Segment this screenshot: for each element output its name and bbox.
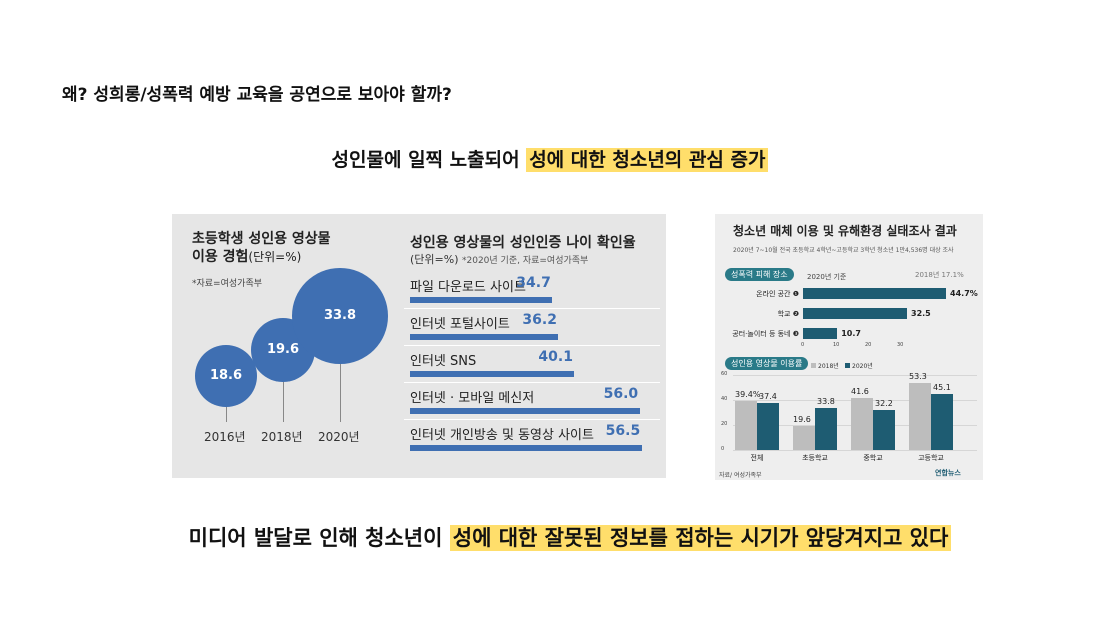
vaxis-tick: 60	[721, 371, 728, 377]
bar	[410, 408, 640, 414]
category-label: 초등학교	[802, 454, 828, 462]
row-divider	[404, 419, 660, 420]
bar-category-label: 파일 다운로드 사이트	[410, 280, 526, 295]
value-2018: 53.3	[909, 372, 927, 382]
row-divider	[404, 345, 660, 346]
legend-2018-label: 2018년	[818, 363, 839, 370]
bubble-year-label: 2016년	[204, 430, 246, 444]
caption-bottom-text: 미디어 발달로 인해 청소년이	[188, 526, 450, 550]
value-2020: 45.1	[933, 382, 951, 392]
category-label: 중학교	[863, 454, 883, 462]
bubble-chart-title: 초등학생 성인용 영상물	[192, 231, 331, 247]
gridline	[733, 450, 977, 451]
caption-top-highlight: 성에 대한 청소년의 관심 증가	[526, 148, 769, 172]
bubble-unit: (단위=%)	[248, 250, 302, 264]
legend-2020-label: 2020년	[852, 363, 873, 370]
bar-category-label: 인터넷 포털사이트	[410, 317, 510, 332]
bar-2020	[873, 409, 895, 450]
survey-title: 청소년 매체 이용 및 유해환경 실태조사 결과	[733, 224, 957, 238]
place-value: 44.7%	[950, 289, 978, 298]
bar-value-label: 36.2	[522, 312, 557, 328]
bar-unit: (단위=%)	[410, 253, 459, 266]
place-value: 10.7	[841, 329, 861, 338]
vaxis-tick: 40	[721, 396, 728, 402]
bar-chart-title: 성인용 영상물의 성인인증 나이 확인율	[410, 235, 636, 251]
bar-value-label: 40.1	[538, 349, 573, 365]
bar	[410, 371, 575, 377]
place-label: 학교 ❷	[777, 310, 799, 318]
place-bar	[803, 328, 838, 339]
value-2020: 37.4	[759, 392, 777, 402]
value-2018: 39.4%	[735, 389, 761, 399]
vaxis-tick: 20	[721, 421, 728, 427]
place-value: 32.5	[911, 309, 931, 318]
gridline	[733, 375, 977, 376]
bar-2020	[931, 393, 953, 450]
place-label: 온라인 공간 ❶	[756, 290, 799, 298]
place-bar	[803, 308, 907, 319]
section-basis: 2020년 기준	[807, 273, 847, 281]
survey-source: 자료/ 여성가족부	[719, 472, 762, 479]
haxis-tick: 0	[801, 342, 805, 348]
caption-bottom-highlight: 성에 대한 잘못된 정보를 접하는 시기가 앞당겨지고 있다	[449, 525, 952, 551]
bar-category-label: 인터넷 개인방송 및 동영상 사이트	[410, 428, 594, 443]
bar-note: *2020년 기준, 자료=여성가족부	[462, 256, 589, 266]
bubble-2020년: 33.8	[292, 268, 388, 364]
bar-2018	[851, 398, 873, 450]
bubble-2016년: 18.6	[195, 345, 257, 407]
category-label: 전체	[750, 454, 764, 462]
row-divider	[404, 382, 660, 383]
bar-value-label: 56.5	[605, 423, 641, 439]
bar-chart-subtitle: (단위=%) *2020년 기준, 자료=여성가족부	[410, 251, 588, 267]
haxis-tick: 30	[897, 342, 904, 348]
place-label: 공터·놀이터 등 동네 ❸	[732, 330, 799, 338]
bubble-stem	[340, 316, 341, 422]
bar-2018	[735, 400, 757, 450]
bar-2018	[909, 383, 931, 450]
caption-top: 성인물에 일찍 노출되어 성에 대한 청소년의 관심 증가	[0, 145, 1100, 172]
bubble-source: *자료=여성가족부	[192, 279, 263, 289]
value-2018: 19.6	[793, 414, 811, 424]
value-2018: 41.6	[851, 387, 869, 396]
bar	[410, 297, 553, 303]
value-2020: 33.8	[817, 396, 835, 406]
caption-top-text: 성인물에 일찍 노출되어	[331, 149, 527, 171]
vaxis-tick: 0	[721, 446, 725, 452]
legend-2020: 2020년	[845, 361, 873, 370]
bar	[410, 334, 559, 340]
bar-2020	[757, 403, 779, 450]
bar-2020	[815, 407, 837, 450]
caption-bottom: 미디어 발달로 인해 청소년이 성에 대한 잘못된 정보를 접하는 시기가 앞당…	[0, 522, 1100, 552]
bar-2018	[793, 425, 815, 450]
category-label: 고등학교	[918, 454, 944, 462]
infographic-elementary-adult-content: 초등학생 성인용 영상물 이용 경험(단위=%) *자료=여성가족부 18.6 2…	[172, 214, 666, 478]
bar	[410, 445, 642, 451]
bar-category-label: 인터넷 SNS	[410, 354, 477, 369]
yonhap-logo: 연합뉴스	[935, 469, 961, 477]
section-reference: 2018년 17.1%	[915, 271, 964, 279]
survey-subtitle: 2020년 7~10월 전국 초등학교 4학년~고등학교 3학년 청소년 1만4…	[733, 247, 954, 254]
haxis-tick: 20	[865, 342, 872, 348]
place-bar	[803, 288, 947, 299]
section-label-violence-place: 성폭력 피해 장소	[725, 268, 794, 281]
bar-category-label: 인터넷 · 모바일 메신저	[410, 391, 535, 406]
bubble-chart-title-line2: 이용 경험(단위=%)	[192, 248, 301, 266]
bar-value-label: 34.7	[516, 275, 551, 291]
legend-2018: 2018년	[811, 361, 839, 370]
haxis-tick: 10	[833, 342, 840, 348]
infographic-youth-media-survey: 청소년 매체 이용 및 유해환경 실태조사 결과 2020년 7~10월 전국 …	[715, 214, 983, 480]
bubble-stem	[283, 350, 284, 422]
value-2020: 32.2	[875, 398, 893, 408]
bubble-year-label: 2020년	[318, 430, 360, 444]
row-divider	[404, 308, 660, 309]
bubble-year-label: 2018년	[261, 430, 303, 444]
bar-value-label: 56.0	[603, 386, 639, 402]
section-label-adult-content: 성인용 영상물 이용률	[725, 357, 809, 370]
page-heading: 왜? 성희롱/성폭력 예방 교육을 공연으로 보아야 할까?	[62, 85, 452, 105]
bubble-title-text: 이용 경험	[192, 249, 249, 265]
